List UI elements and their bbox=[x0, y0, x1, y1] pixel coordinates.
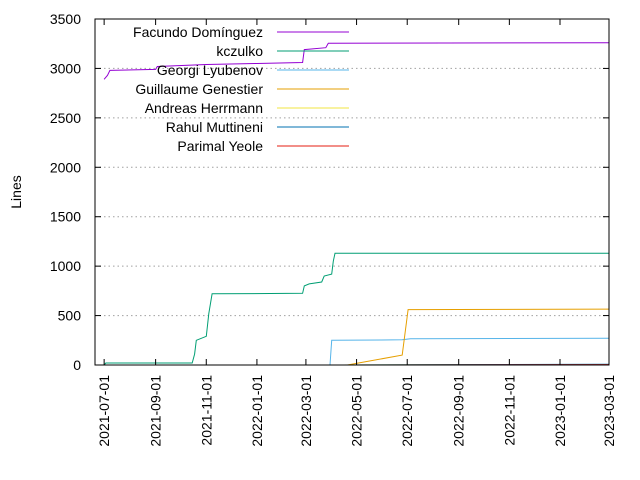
series-line bbox=[103, 252, 609, 366]
legend-label: Parimal Yeole bbox=[177, 138, 263, 154]
x-tick-label: 2023-01-01 bbox=[552, 375, 568, 447]
legend-label: Facundo Domínguez bbox=[133, 24, 263, 40]
x-tick-label: 2021-11-01 bbox=[198, 375, 214, 446]
y-tick-label: 2500 bbox=[50, 110, 81, 126]
x-tick-label: 2022-11-01 bbox=[501, 375, 517, 446]
y-tick-label: 2000 bbox=[50, 159, 81, 175]
y-tick-label: 0 bbox=[73, 357, 81, 373]
x-tick-label: 2021-07-01 bbox=[96, 375, 112, 447]
x-tick-label: 2022-05-01 bbox=[349, 375, 365, 447]
legend-label: Guillaume Genestier bbox=[135, 81, 263, 97]
grid-lines bbox=[95, 67, 609, 317]
series-line bbox=[347, 308, 610, 366]
series-line bbox=[103, 42, 610, 80]
y-tick-label: 500 bbox=[58, 308, 82, 324]
legend-label: kczulko bbox=[216, 43, 263, 59]
legend-label: Georgi Lyubenov bbox=[157, 62, 263, 78]
y-tick-label: 3000 bbox=[50, 60, 81, 76]
y-tick-label: 1500 bbox=[50, 209, 81, 225]
x-tick-label: 2022-03-01 bbox=[298, 375, 314, 447]
x-tick-label: 2022-01-01 bbox=[249, 375, 265, 447]
y-axis-title: Lines bbox=[8, 175, 24, 208]
x-tick-label: 2022-07-01 bbox=[399, 375, 415, 447]
x-tick-label: 2022-09-01 bbox=[451, 375, 467, 447]
y-tick-label: 1000 bbox=[50, 258, 81, 274]
legend: Facundo Domínguez kczulko Georgi Lyubenov G… bbox=[133, 24, 349, 154]
legend-label: Andreas Herrmann bbox=[145, 100, 263, 116]
legend-label: Rahul Muttineni bbox=[166, 119, 263, 135]
plot-area-frame bbox=[94, 18, 610, 366]
x-tick-label: 2021-09-01 bbox=[148, 375, 164, 447]
axis-ticks: 0 500 1000 1500 2000 2500 3000 3500 2021-07-01 20… bbox=[50, 11, 617, 447]
series-line bbox=[329, 337, 610, 366]
y-tick-label: 3500 bbox=[50, 11, 81, 27]
x-tick-label: 2023-03-01 bbox=[601, 375, 617, 447]
